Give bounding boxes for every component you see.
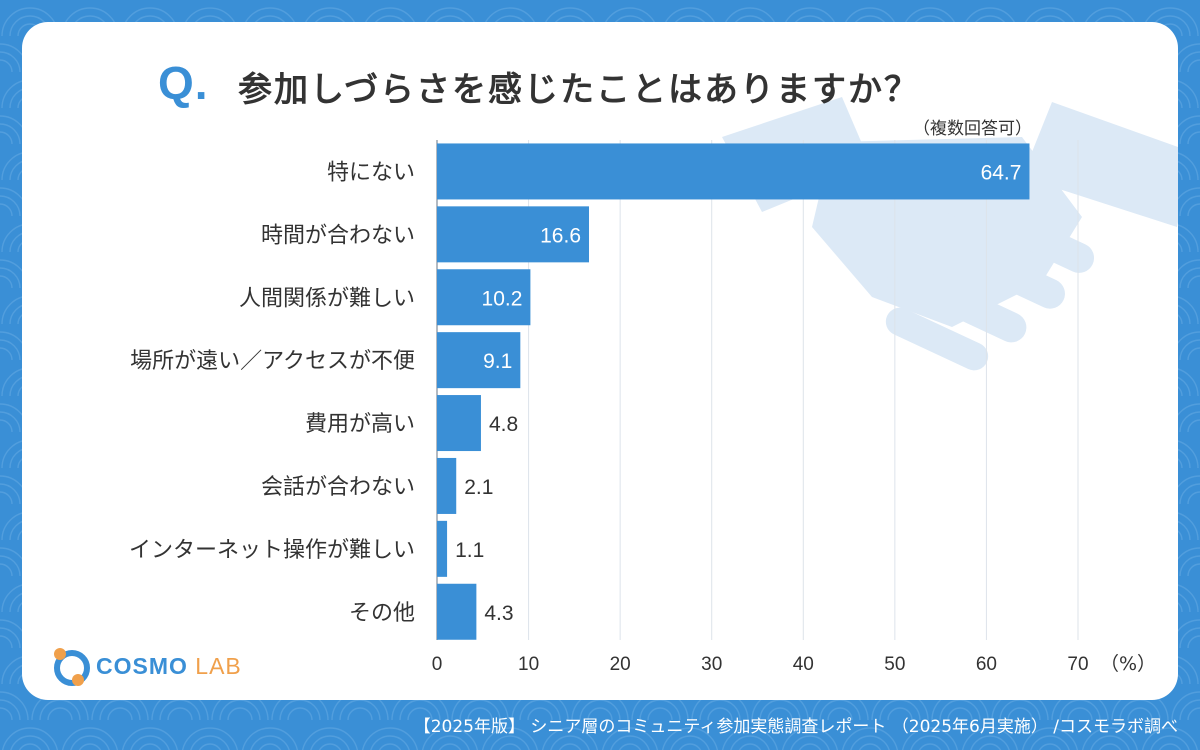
source-footer: 【2025年版】 シニア層のコミュニティ参加実態調査レポート （2025年6月実… bbox=[413, 717, 1178, 737]
x-tick-label: 30 bbox=[701, 654, 722, 675]
bar bbox=[437, 143, 1030, 200]
value-label: 64.7 bbox=[981, 161, 1022, 184]
category-label: インターネット操作が難しい bbox=[129, 538, 415, 563]
bar bbox=[437, 395, 481, 452]
question-mark-label: Q. bbox=[158, 57, 209, 109]
x-axis-ticks: 0 10 20 30 40 50 60 70 bbox=[432, 654, 1089, 675]
bar bbox=[437, 332, 521, 389]
cosmo-lab-logo-icon bbox=[54, 648, 90, 686]
bar bbox=[437, 206, 590, 263]
x-tick-label: 70 bbox=[1067, 654, 1088, 675]
chart-title: 参加しづらさを感じたことはありますか？ bbox=[238, 70, 920, 110]
bars bbox=[437, 143, 1030, 640]
bar bbox=[437, 457, 457, 514]
category-label: 時間が合わない bbox=[261, 223, 415, 248]
cosmo-lab-logo-text: COSMO LAB bbox=[96, 653, 242, 680]
x-tick-label: 50 bbox=[884, 654, 905, 675]
multiple-answer-note: （複数回答可） bbox=[913, 119, 1032, 139]
bar bbox=[437, 269, 531, 326]
x-axis-unit: （%） bbox=[1100, 653, 1156, 675]
category-label: その他 bbox=[349, 601, 415, 626]
x-tick-label: 20 bbox=[610, 654, 631, 675]
category-label: 人間関係が難しい bbox=[239, 286, 415, 311]
value-label: 10.2 bbox=[482, 287, 523, 310]
x-tick-label: 60 bbox=[976, 654, 997, 675]
value-label: 4.3 bbox=[484, 602, 513, 625]
value-label: 4.8 bbox=[489, 413, 518, 436]
category-label: 費用が高い bbox=[305, 412, 415, 437]
bar bbox=[437, 520, 448, 577]
x-tick-label: 0 bbox=[432, 654, 443, 675]
logo-brand-sub: LAB bbox=[195, 653, 242, 679]
x-tick-label: 40 bbox=[793, 654, 814, 675]
category-label: 会話が合わない bbox=[261, 475, 415, 500]
value-label: 1.1 bbox=[455, 539, 484, 562]
value-label: 2.1 bbox=[464, 476, 493, 499]
value-label: 16.6 bbox=[540, 224, 581, 247]
value-label: 9.1 bbox=[483, 350, 512, 373]
category-label: 場所が遠い／アクセスが不便 bbox=[130, 349, 415, 374]
bar bbox=[437, 583, 477, 640]
category-label: 特にない bbox=[327, 160, 415, 185]
logo-brand-main: COSMO bbox=[96, 653, 188, 679]
x-tick-label: 10 bbox=[518, 654, 539, 675]
